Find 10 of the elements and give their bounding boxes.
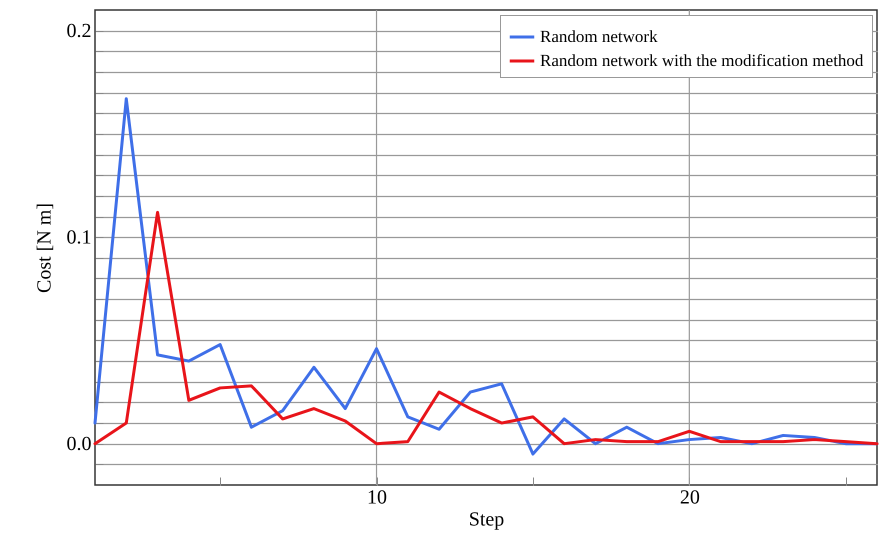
line-series <box>94 210 878 446</box>
y-tick-label: 0.0 <box>66 433 92 456</box>
x-tick-label: 20 <box>680 486 700 508</box>
legend-label: Random network <box>540 27 658 46</box>
legend-label: Random network with the modification method <box>540 51 864 70</box>
y-tick-label: 0.2 <box>66 20 92 42</box>
x-tick-label: 10 <box>367 486 388 508</box>
x-axis-title: Step <box>468 508 504 530</box>
y-axis-title: Cost [N m] <box>34 203 56 293</box>
y-tick-label: 0.1 <box>66 226 92 249</box>
